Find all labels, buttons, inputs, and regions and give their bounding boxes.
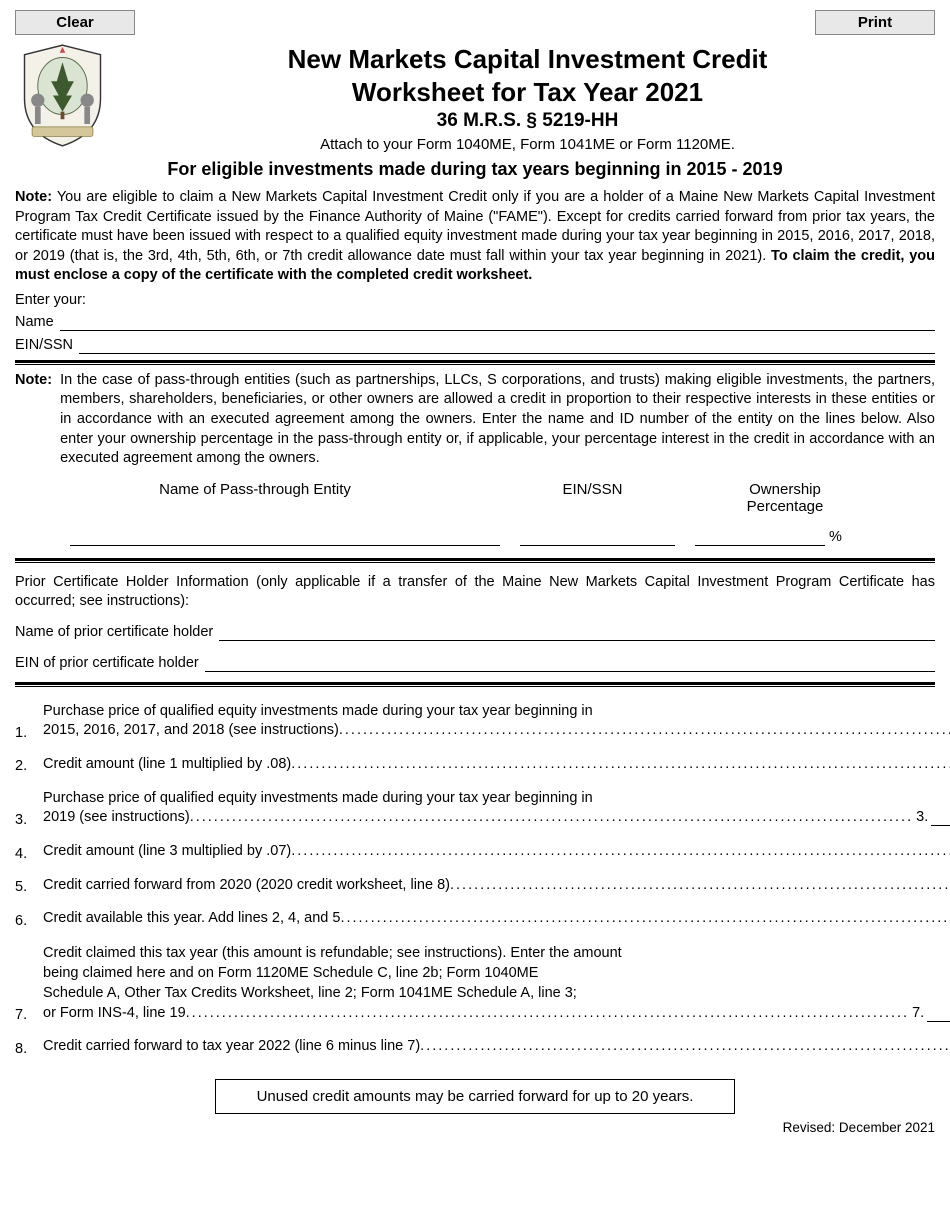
pt-header-einssn: EIN/SSN [495,481,690,515]
pt-entity-name-input[interactable] [70,529,500,546]
worksheet-line: 5.Credit carried forward from 2020 (2020… [15,876,935,896]
line-amount-input[interactable] [931,809,950,826]
worksheet-line: 3.Purchase price of qualified equity inv… [15,788,935,828]
prior-ein-row: EIN of prior certificate holder [15,655,935,672]
carryforward-note-box: Unused credit amounts may be carried for… [215,1079,735,1114]
passthrough-note: Note: In the case of pass-through entiti… [15,371,935,469]
line-number: 8. [15,1040,43,1057]
line-description: Purchase price of qualified equity inves… [43,701,950,741]
prior-ein-input[interactable] [205,655,935,672]
line-description: Credit amount (line 1 multiplied by .08)… [43,755,950,775]
revised-date: Revised: December 2021 [15,1120,935,1135]
pt-header-name: Name of Pass-through Entity [15,481,495,515]
title-block: New Markets Capital Investment Credit Wo… [120,43,935,153]
worksheet-line: 2.Credit amount (line 1 multiplied by .0… [15,755,935,775]
passthrough-note-label: Note: [15,371,52,469]
name-input[interactable] [60,314,935,331]
section-divider [15,360,935,365]
title-statute: 36 M.R.S. § 5219-HH [120,110,935,132]
einssn-input[interactable] [79,337,935,354]
line-description: Credit carried forward from 2020 (2020 c… [43,876,950,896]
einssn-label: EIN/SSN [15,337,73,353]
pt-einssn-input[interactable] [520,529,675,546]
line-number: 3. [15,811,43,828]
line-end-number: 7. [909,1004,927,1024]
percent-sign: % [829,529,842,545]
eligible-years-heading: For eligible investments made during tax… [15,159,935,180]
line-description: Credit carried forward to tax year 2022 … [43,1037,950,1057]
line-description: Credit claimed this tax year (this amoun… [43,943,950,1023]
worksheet-line: 7.Credit claimed this tax year (this amo… [15,943,935,1023]
eligibility-note: Note: You are eligible to claim a New Ma… [15,188,935,286]
prior-name-input[interactable] [219,624,935,641]
worksheet-lines: 1.Purchase price of qualified equity inv… [15,701,935,1057]
title-line-2: Worksheet for Tax Year 2021 [120,76,935,109]
worksheet-line: 8.Credit carried forward to tax year 202… [15,1037,935,1057]
line-number: 2. [15,757,43,774]
pt-header-ownership: OwnershipPercentage [690,481,880,515]
prior-name-row: Name of prior certificate holder [15,624,935,641]
worksheet-line: 1.Purchase price of qualified equity inv… [15,701,935,741]
line-description: Purchase price of qualified equity inves… [43,788,950,828]
note-label: Note: [15,189,52,205]
line-number: 6. [15,912,43,929]
header: New Markets Capital Investment Credit Wo… [15,43,935,153]
prior-name-label: Name of prior certificate holder [15,624,213,640]
line-end-number: 3. [913,808,931,828]
pt-ownership-pct-input[interactable] [695,529,825,546]
passthrough-input-row: % [15,529,935,546]
worksheet-line: 6.Credit available this year. Add lines … [15,909,935,929]
passthrough-column-headers: Name of Pass-through Entity EIN/SSN Owne… [15,481,935,515]
prior-ein-label: EIN of prior certificate holder [15,655,199,671]
attach-instruction: Attach to your Form 1040ME, Form 1041ME … [120,136,935,153]
line-number: 5. [15,878,43,895]
state-seal-icon [15,43,110,148]
line-description: Credit amount (line 3 multiplied by .07)… [43,842,950,862]
section-divider-3 [15,682,935,687]
passthrough-note-body: In the case of pass-through entities (su… [60,371,935,469]
line-number: 4. [15,845,43,862]
line-number: 1. [15,724,43,741]
clear-button[interactable]: Clear [15,10,135,35]
top-button-bar: Clear Print [15,10,935,35]
name-label: Name [15,314,54,330]
section-divider-2 [15,558,935,563]
print-button[interactable]: Print [815,10,935,35]
prior-holder-intro: Prior Certificate Holder Information (on… [15,573,935,612]
enter-your-label: Enter your: [15,292,935,308]
pt-pct-wrapper: % [695,529,842,546]
einssn-field-row: EIN/SSN [15,337,935,354]
title-line-1: New Markets Capital Investment Credit [120,43,935,76]
name-field-row: Name [15,314,935,331]
line-description: Credit available this year. Add lines 2,… [43,909,950,929]
line-amount-input[interactable] [927,1005,950,1022]
line-number: 7. [15,1006,43,1023]
worksheet-line: 4.Credit amount (line 3 multiplied by .0… [15,842,935,862]
